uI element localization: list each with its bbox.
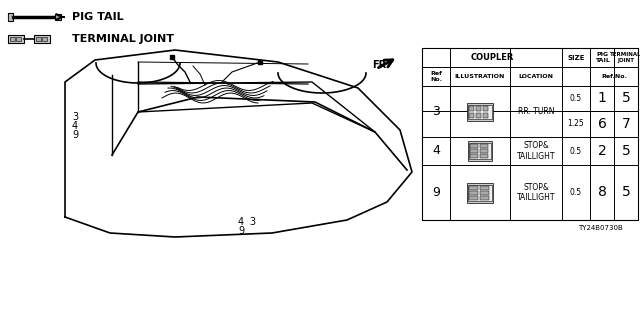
Bar [480, 154, 488, 158]
Bar [480, 149, 488, 153]
Bar [16, 37, 21, 41]
Text: 3: 3 [249, 217, 255, 227]
Bar [8, 13, 13, 21]
Bar [480, 186, 489, 189]
Bar [470, 154, 478, 158]
Text: 9: 9 [432, 186, 440, 199]
Text: RR. TURN: RR. TURN [518, 107, 554, 116]
Text: PIG TAIL: PIG TAIL [72, 12, 124, 22]
Text: 4: 4 [72, 121, 78, 131]
Bar [468, 185, 492, 201]
Text: PIG
TAIL: PIG TAIL [595, 52, 609, 63]
Text: 5: 5 [621, 186, 630, 199]
Text: Ref
No.: Ref No. [430, 71, 442, 82]
Text: 8: 8 [598, 186, 607, 199]
Text: 5: 5 [621, 92, 630, 106]
Bar [34, 35, 50, 43]
Text: TERMINAL JOINT: TERMINAL JOINT [72, 34, 174, 44]
Text: FR.: FR. [372, 60, 390, 70]
Text: LOCATION: LOCATION [518, 74, 554, 79]
Text: 6: 6 [598, 117, 607, 131]
Text: 9: 9 [238, 226, 244, 236]
Bar [42, 37, 47, 41]
Text: 5: 5 [621, 144, 630, 158]
Text: 1.25: 1.25 [568, 119, 584, 129]
Bar [467, 182, 493, 203]
Text: TERMINAL
JOINT: TERMINAL JOINT [610, 52, 640, 63]
Bar [469, 106, 474, 110]
Text: 3: 3 [432, 105, 440, 118]
Text: 1: 1 [598, 92, 607, 106]
Bar [8, 35, 24, 43]
Bar [480, 190, 489, 195]
Bar [476, 106, 481, 110]
Text: 0.5: 0.5 [570, 94, 582, 103]
Bar [467, 102, 493, 121]
Text: COUPLER: COUPLER [470, 53, 514, 62]
Bar [480, 196, 489, 199]
Bar [55, 14, 61, 20]
Bar [476, 113, 481, 117]
Text: 7: 7 [621, 117, 630, 131]
Bar [36, 37, 41, 41]
Bar [470, 144, 478, 148]
Bar [10, 37, 15, 41]
Bar [468, 141, 492, 161]
Text: 0.5: 0.5 [570, 147, 582, 156]
Text: 0.5: 0.5 [570, 188, 582, 197]
Bar [483, 113, 488, 117]
Text: ILLUSTRATION: ILLUSTRATION [455, 74, 505, 79]
Text: STOP&
TAILLIGHT: STOP& TAILLIGHT [516, 141, 556, 161]
Bar [469, 113, 474, 117]
Text: TY24B0730B: TY24B0730B [578, 225, 622, 231]
Text: 3: 3 [72, 112, 78, 122]
Bar [468, 105, 492, 118]
Text: SIZE: SIZE [567, 54, 585, 60]
Text: 2: 2 [598, 144, 606, 158]
Text: 4: 4 [432, 145, 440, 157]
Bar [483, 106, 488, 110]
Text: 4: 4 [238, 217, 244, 227]
Text: 9: 9 [72, 130, 78, 140]
Bar [469, 190, 478, 195]
Text: STOP&
TAILLIGHT: STOP& TAILLIGHT [516, 183, 556, 202]
Bar [469, 186, 478, 189]
Bar [422, 48, 638, 220]
Bar [470, 149, 478, 153]
Bar [469, 143, 491, 159]
Text: Ref.No.: Ref.No. [601, 74, 627, 79]
Bar [469, 196, 478, 199]
Bar [480, 144, 488, 148]
